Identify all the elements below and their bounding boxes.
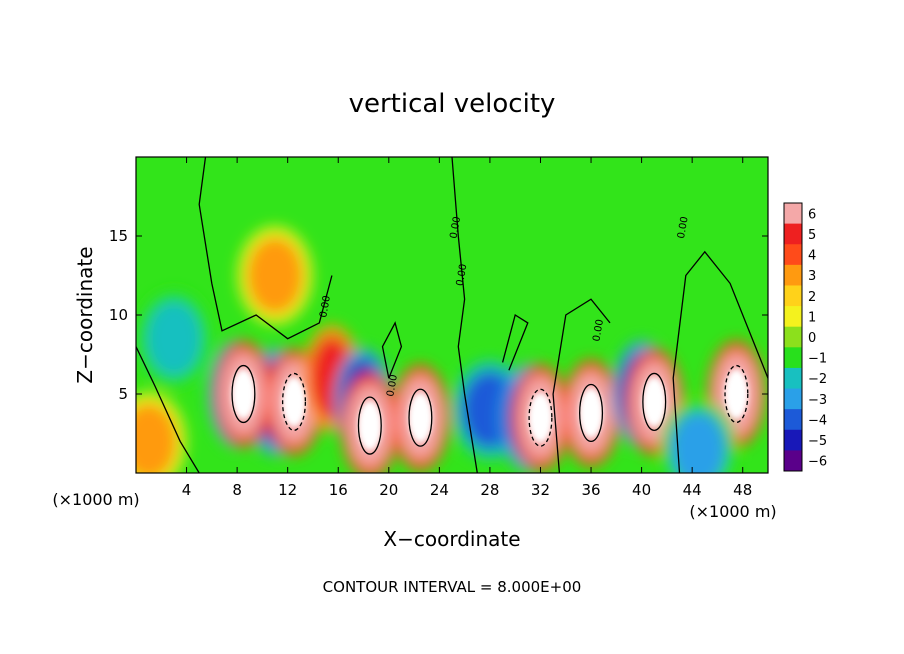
x-tick-label-0: 4 bbox=[182, 481, 192, 499]
core-contour-6 bbox=[642, 372, 667, 431]
zero-contour-4 bbox=[552, 298, 611, 473]
colorbar-label-11: −5 bbox=[808, 434, 827, 449]
colorbar-segment-1 bbox=[784, 223, 802, 245]
x-tick-label-5: 24 bbox=[430, 481, 449, 499]
x-tick-label-1: 8 bbox=[232, 481, 242, 499]
x-axis-label: X−coordinate bbox=[383, 527, 520, 551]
zero-contour-3 bbox=[501, 313, 529, 371]
core-contour-1 bbox=[281, 372, 307, 431]
y-axis-label: Z−coordinate bbox=[73, 246, 97, 383]
saturated-core-10 bbox=[408, 393, 433, 443]
contour-label-0: 0.00 bbox=[448, 216, 463, 240]
x-tick-label-3: 16 bbox=[329, 481, 348, 499]
colorbar-label-10: −4 bbox=[808, 413, 827, 428]
x-tick-label-7: 32 bbox=[531, 481, 550, 499]
saturated-core-16 bbox=[642, 377, 667, 427]
colorbar-label-3: 3 bbox=[808, 269, 816, 284]
colorbar-label-7: −1 bbox=[808, 352, 827, 367]
y-tick-label-0: 5 bbox=[118, 385, 128, 403]
core-contour-7 bbox=[724, 364, 749, 424]
x-tick-label-9: 40 bbox=[632, 481, 651, 499]
colorbar-segment-11 bbox=[784, 429, 802, 451]
core-contour-3 bbox=[408, 388, 433, 447]
contour-interval-note: CONTOUR INTERVAL = 8.000E+00 bbox=[323, 578, 582, 596]
core-contour-0 bbox=[231, 364, 256, 424]
colorbar-label-12: −6 bbox=[808, 455, 827, 470]
x-tick-label-10: 44 bbox=[683, 481, 702, 499]
contour-label-3: 0.00 bbox=[591, 318, 606, 342]
y-tick-label-2: 15 bbox=[109, 227, 128, 245]
zero-contour-2 bbox=[451, 157, 478, 473]
core-contour-2 bbox=[357, 396, 382, 455]
x-tick-label-2: 12 bbox=[278, 481, 297, 499]
contour-label-2: 0.00 bbox=[385, 374, 400, 398]
zero-contours: 0.00 0.00 0.00 0.00 0.00 0.00 bbox=[136, 157, 768, 473]
chart-title: vertical velocity bbox=[349, 89, 556, 119]
colorbar-label-6: 0 bbox=[808, 331, 816, 346]
colorbar-label-8: −2 bbox=[808, 372, 827, 387]
saturated-core-5 bbox=[282, 377, 306, 427]
saturated-core-13 bbox=[528, 393, 553, 443]
colorbar-segment-2 bbox=[784, 244, 802, 266]
colorbar-label-4: 2 bbox=[808, 290, 816, 305]
colorbar-label-1: 5 bbox=[808, 228, 816, 243]
core-contour-5 bbox=[579, 383, 604, 443]
field-core-18 bbox=[670, 411, 727, 473]
colorbar: 6 5 4 3 2 1 0 −1 −2 −3 −4 −5 −6 bbox=[783, 202, 827, 472]
colorbar-segment-12 bbox=[784, 450, 802, 472]
y-tick-label-1: 10 bbox=[109, 306, 128, 324]
x-tick-label-11: 48 bbox=[733, 481, 752, 499]
field-core-1 bbox=[146, 300, 202, 377]
zero-contour-0 bbox=[136, 346, 200, 473]
colorbar-segment-4 bbox=[784, 285, 802, 307]
contour-label-5: 0.00 bbox=[318, 295, 333, 319]
colorbar-segment-8 bbox=[784, 367, 802, 390]
field-core-6 bbox=[247, 237, 303, 314]
colorbar-segment-5 bbox=[784, 306, 802, 328]
y-axis: 5 10 15 bbox=[109, 227, 768, 403]
field-core-0 bbox=[136, 403, 177, 473]
x-tick-label-8: 36 bbox=[581, 481, 600, 499]
saturated-core-4 bbox=[231, 369, 256, 419]
colorbar-label-0: 6 bbox=[808, 207, 816, 222]
contour-label-1: 0.00 bbox=[455, 263, 470, 287]
zero-contour-5 bbox=[672, 250, 768, 473]
colorbar-label-9: −3 bbox=[808, 393, 827, 408]
colorbar-label-2: 4 bbox=[808, 249, 816, 264]
x-tick-label-4: 20 bbox=[379, 481, 398, 499]
core-contour-4 bbox=[528, 388, 553, 447]
zero-contour-1 bbox=[198, 157, 333, 340]
colorbar-segment-10 bbox=[784, 409, 802, 431]
saturated-core-17 bbox=[724, 369, 749, 419]
x-tick-label-6: 28 bbox=[480, 481, 499, 499]
x-axis-unit-right: (×1000 m) bbox=[689, 502, 776, 521]
colorbar-segment-6 bbox=[784, 326, 802, 348]
colorbar-segment-7 bbox=[784, 347, 802, 369]
colorbar-segment-3 bbox=[784, 264, 802, 286]
colorbar-label-5: 1 bbox=[808, 310, 816, 325]
saturated-core-9 bbox=[358, 400, 382, 451]
x-axis-unit-left: (×1000 m) bbox=[52, 490, 139, 509]
x-axis: 4 8 12 16 20 24 28 32 36 40 44 48 bbox=[182, 157, 752, 499]
velocity-cores bbox=[231, 369, 749, 451]
colorbar-segment-0 bbox=[784, 203, 802, 225]
zero-contour-6 bbox=[381, 321, 403, 379]
colorbar-frame bbox=[783, 202, 803, 472]
contour-label-4: 0.00 bbox=[676, 216, 691, 240]
colorbar-segment-9 bbox=[784, 388, 802, 410]
plot-area: 0.00 0.00 0.00 0.00 0.00 0.00 bbox=[136, 157, 768, 473]
saturated-core-14 bbox=[579, 388, 603, 438]
